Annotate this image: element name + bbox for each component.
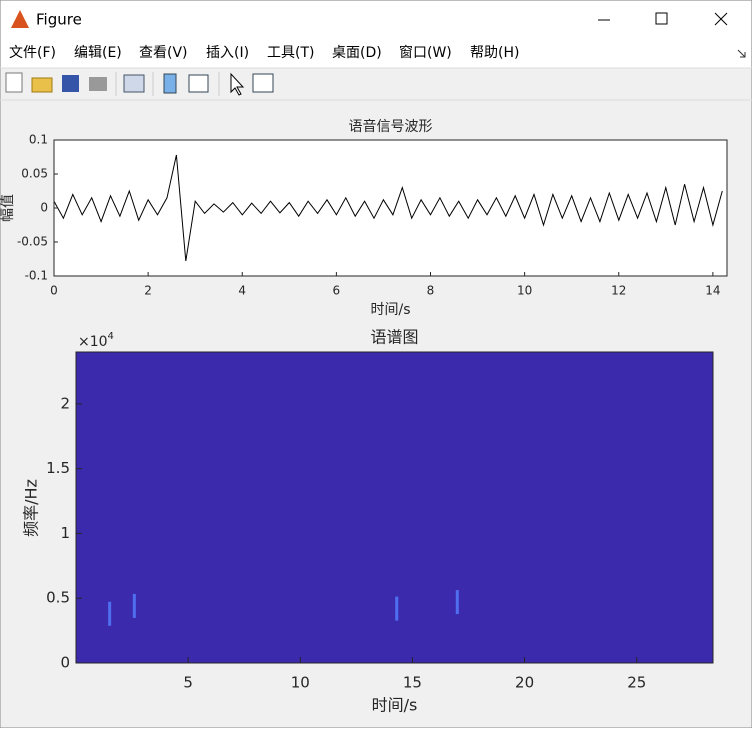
menu-bar: [1, 38, 751, 68]
energy-spot: [108, 601, 112, 626]
window-title: Figure: [36, 11, 82, 29]
x-tick-label: 6: [333, 284, 341, 298]
property-icon[interactable]: [252, 73, 274, 93]
app-icon: [11, 10, 29, 28]
y-tick-label: 2: [60, 394, 70, 412]
energy-spot: [395, 596, 399, 621]
x-tick-label: 10: [517, 284, 532, 298]
menu-item[interactable]: 编辑(E): [74, 45, 122, 61]
x-axis-label: 时间/s: [370, 302, 410, 318]
menu-item[interactable]: 桌面(D): [332, 45, 382, 61]
menu-item[interactable]: 查看(V): [139, 45, 188, 61]
x-tick-label: 2: [144, 284, 152, 298]
menu-item[interactable]: 文件(F): [9, 45, 56, 61]
pointer-icon[interactable]: [230, 72, 245, 96]
legend-icon[interactable]: [188, 74, 209, 93]
energy-spot: [455, 590, 459, 615]
chart-title: 语音信号波形: [349, 118, 433, 135]
x-tick-label: 12: [611, 284, 626, 298]
y-tick-label: 0: [40, 201, 48, 215]
menu-item[interactable]: 工具(T): [267, 45, 314, 61]
y-tick-label: 0.5: [46, 589, 70, 607]
open-icon[interactable]: [31, 77, 53, 93]
dock-arrow[interactable]: [737, 49, 746, 58]
title-bar: [1, 1, 751, 38]
y-tick-label: 1: [60, 524, 70, 542]
x-tick-label: 14: [705, 284, 720, 298]
waveform-line: [53, 154, 723, 262]
toolbar: [5, 72, 274, 96]
y-axis-label: 幅值: [0, 194, 16, 222]
y-tick-label: -0.1: [25, 269, 48, 283]
print-icon[interactable]: [89, 77, 107, 91]
x-tick-label: 8: [427, 284, 435, 298]
y-tick-label: -0.05: [17, 235, 48, 249]
multiplier-exponent: 4: [108, 331, 114, 342]
save-icon[interactable]: [62, 75, 79, 92]
x-tick-label: 20: [515, 674, 534, 692]
multiplier-base: ×10: [78, 334, 108, 350]
link-icon[interactable]: [123, 74, 145, 93]
maximize-button[interactable]: [655, 12, 668, 25]
x-tick-label: 25: [627, 674, 646, 692]
chart-title: 语谱图: [370, 328, 418, 347]
x-axis-label: 时间/s: [372, 696, 418, 715]
new-icon[interactable]: [5, 72, 23, 93]
plot-area: [54, 140, 727, 276]
plot-area: [76, 352, 713, 663]
colorbar-icon[interactable]: [163, 73, 177, 94]
y-tick-label: 0: [60, 654, 70, 672]
x-tick-label: 4: [238, 284, 246, 298]
x-tick-label: 5: [183, 674, 193, 692]
y-axis-label: 频率/Hz: [22, 479, 41, 537]
close-button[interactable]: [714, 12, 728, 26]
energy-spot: [132, 593, 136, 618]
y-tick-label: 0.1: [29, 133, 48, 147]
menu-item[interactable]: 插入(I): [206, 45, 249, 61]
y-tick-label: 1.5: [46, 459, 70, 477]
x-tick-label: 10: [291, 674, 310, 692]
x-tick-label: 0: [50, 284, 58, 298]
x-tick-label: 15: [403, 674, 422, 692]
axes-box: [75, 351, 714, 664]
y-multiplier: ×104: [78, 331, 114, 350]
menu-item[interactable]: 窗口(W): [399, 44, 452, 61]
menu-item[interactable]: 帮助(H): [470, 45, 519, 61]
y-tick-label: 0.05: [21, 167, 48, 181]
